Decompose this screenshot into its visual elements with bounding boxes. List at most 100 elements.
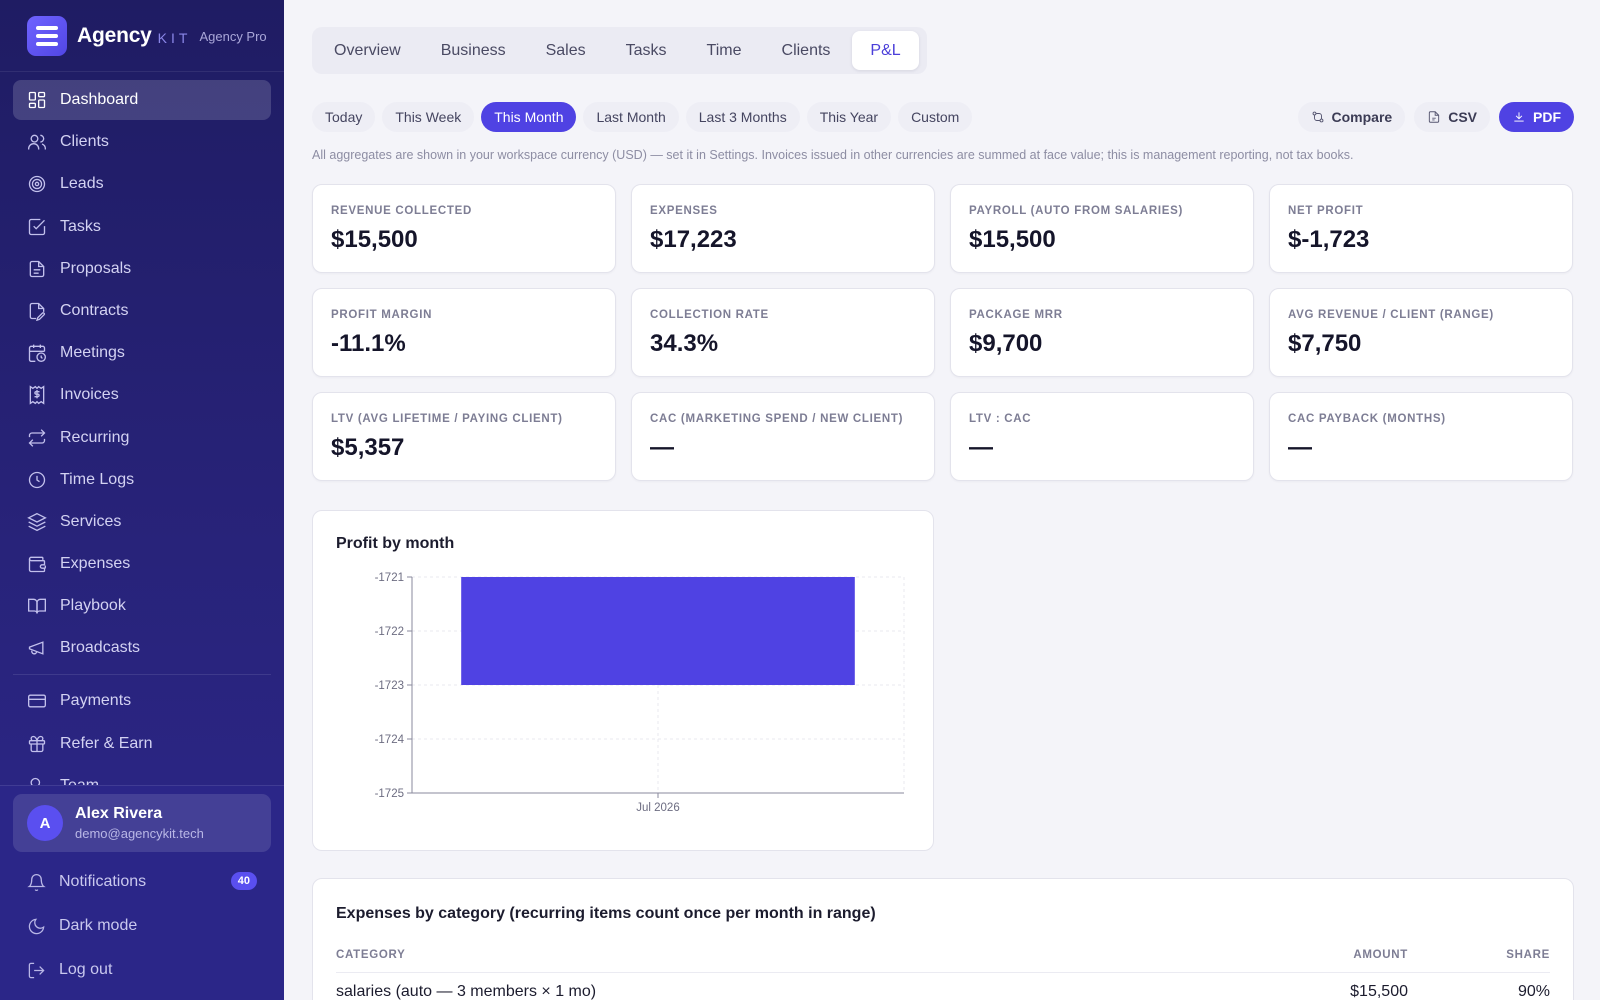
currency-note: All aggregates are shown in your workspa… [312, 148, 1354, 162]
nav-divider [13, 674, 271, 676]
tab-overview[interactable]: Overview [334, 41, 401, 59]
kpi-value: $15,500 [331, 226, 418, 253]
tab-business[interactable]: Business [440, 41, 506, 59]
file-text-icon [29, 260, 45, 277]
profit-bar [461, 577, 855, 685]
brand-kit: KIT [157, 29, 192, 46]
compare-icon [1312, 111, 1323, 123]
range-custom[interactable]: Custom [898, 102, 973, 132]
checkbox-icon [28, 218, 46, 235]
sidebar-item-contracts[interactable]: Contracts [13, 291, 271, 331]
kpi-label: Profit margin [331, 309, 433, 321]
expenses-by-category-card: Expenses by category (recurring items co… [312, 878, 1574, 1000]
kpi-value: $9,700 [969, 330, 1043, 357]
kpi-card: Profit margin -11.1% [312, 288, 616, 377]
range-this-month[interactable]: This Month [481, 102, 577, 132]
kpi-card: CAC payback (months) — [1269, 392, 1573, 481]
sidebar-item-dashboard[interactable]: Dashboard [13, 80, 271, 120]
notifications-label: Notifications [59, 873, 147, 890]
kpi-card: LTV (avg lifetime / paying client) $5,357 [312, 392, 616, 481]
sidebar-item-clients[interactable]: Clients [13, 122, 271, 162]
sidebar-item-tasks[interactable]: Tasks [13, 207, 271, 247]
notifications-button[interactable]: Notifications 40 [13, 860, 271, 904]
tab-p-l[interactable]: P&L [852, 31, 919, 70]
pdf-button[interactable]: PDF [1499, 102, 1574, 132]
main-content: Overview Business Sales Tasks Time Clients P&L… [284, 0, 1600, 1000]
kpi-value: — [1288, 434, 1312, 461]
sidebar-item-invoices[interactable]: Invoices [13, 375, 271, 415]
compare-button[interactable]: Compare [1297, 102, 1406, 132]
sidebar-item-label: Recurring [60, 428, 130, 446]
tab-tasks[interactable]: Tasks [625, 41, 667, 59]
calendar-clock-icon [28, 344, 47, 363]
brand[interactable]: Agency KIT Agency Pro [0, 0, 284, 72]
sidebar-item-time-logs[interactable]: Time Logs [13, 460, 271, 500]
expenses-table-header: CATEGORY AMOUNT SHARE [336, 949, 1550, 973]
sidebar-item-refer-earn[interactable]: Refer & Earn [13, 724, 271, 764]
sidebar: Agency KIT Agency Pro Dashboard Clients Le… [0, 0, 284, 1000]
sidebar-item-broadcasts[interactable]: Broadcasts [13, 628, 271, 668]
sidebar-item-recurring[interactable]: Recurring [13, 418, 271, 458]
y-tick-label: -1721 [375, 572, 404, 584]
kpi-value: -11.1% [331, 330, 406, 357]
grid-icon [28, 91, 46, 109]
sidebar-item-playbook[interactable]: Playbook [13, 586, 271, 626]
header-amount: AMOUNT [1353, 949, 1408, 961]
kpi-label: LTV : CAC [969, 413, 1032, 425]
range-this-week[interactable]: This Week [382, 102, 475, 132]
sidebar-item-proposals[interactable]: Proposals [13, 249, 271, 289]
kpi-label: CAC payback (months) [1288, 413, 1446, 425]
kpi-card: Revenue collected $15,500 [312, 184, 616, 273]
user-card[interactable]: A Alex Rivera demo@agencykit.tech [13, 794, 271, 852]
clock-icon [28, 471, 46, 488]
expenses-title: Expenses by category (recurring items co… [336, 905, 876, 922]
sidebar-item-meetings[interactable]: Meetings [13, 333, 271, 373]
user-name: Alex Rivera [75, 805, 163, 822]
tab-sales[interactable]: Sales [545, 41, 586, 59]
user-email: demo@agencykit.tech [75, 826, 204, 841]
pdf-label: PDF [1533, 109, 1561, 125]
range-last-month[interactable]: Last Month [583, 102, 679, 132]
y-tick-label: -1724 [375, 734, 405, 746]
sidebar-item-label: Broadcasts [60, 639, 141, 657]
compare-label: Compare [1331, 109, 1393, 125]
sidebar-item-label: Clients [60, 133, 109, 151]
profit-by-month-card: Profit by month -1721 -1722 -1723 -1724 -172… [312, 510, 934, 851]
logout-button[interactable]: Log out [13, 948, 271, 992]
sidebar-footer: A Alex Rivera demo@agencykit.tech Notifi… [0, 785, 284, 1000]
report-tabs: Overview Business Sales Tasks Time Clients P&L [312, 27, 927, 74]
repeat-icon [28, 428, 46, 447]
row-amount: $15,500 [1350, 983, 1408, 1000]
kpi-label: Avg revenue / client (range) [1288, 309, 1494, 321]
range-this-year[interactable]: This Year [806, 102, 892, 132]
export-actions: Compare CSV PDF [1289, 102, 1574, 132]
moon-icon [28, 918, 45, 934]
range-last-3-months[interactable]: Last 3 Months [685, 102, 800, 132]
kpi-card: Package MRR $9,700 [950, 288, 1254, 377]
sidebar-item-label: Refer & Earn [60, 734, 153, 752]
csv-label: CSV [1448, 109, 1477, 125]
megaphone-icon [28, 641, 44, 656]
sidebar-item-label: Meetings [60, 344, 125, 362]
dark-mode-toggle[interactable]: Dark mode [13, 904, 271, 948]
kpi-grid: Revenue collected $15,500 Expenses $17,223 P… [312, 184, 1574, 481]
kpi-card: Avg revenue / client (range) $7,750 [1269, 288, 1573, 377]
y-tick-label: -1722 [375, 626, 404, 638]
range-today[interactable]: Today [312, 102, 376, 132]
sidebar-item-services[interactable]: Services [13, 502, 271, 542]
tab-clients[interactable]: Clients [781, 41, 831, 59]
kpi-value: 34.3% [650, 330, 719, 357]
sidebar-item-leads[interactable]: Leads [13, 164, 271, 204]
sidebar-item-payments[interactable]: Payments [13, 681, 271, 721]
sidebar-item-expenses[interactable]: Expenses [13, 544, 271, 584]
file-signature-icon [29, 302, 45, 321]
kpi-value: $5,357 [331, 434, 405, 461]
users-icon [28, 134, 46, 150]
profit-by-month-chart: -1721 -1722 -1723 -1724 -1725 Jul 2026 [375, 572, 905, 814]
tab-time[interactable]: Time [706, 41, 742, 59]
avatar: A [27, 805, 63, 841]
csv-button[interactable]: CSV [1414, 102, 1490, 132]
kpi-label: Net profit [1288, 205, 1364, 217]
chart-title: Profit by month [336, 535, 455, 552]
menu-logo-icon [27, 15, 67, 56]
